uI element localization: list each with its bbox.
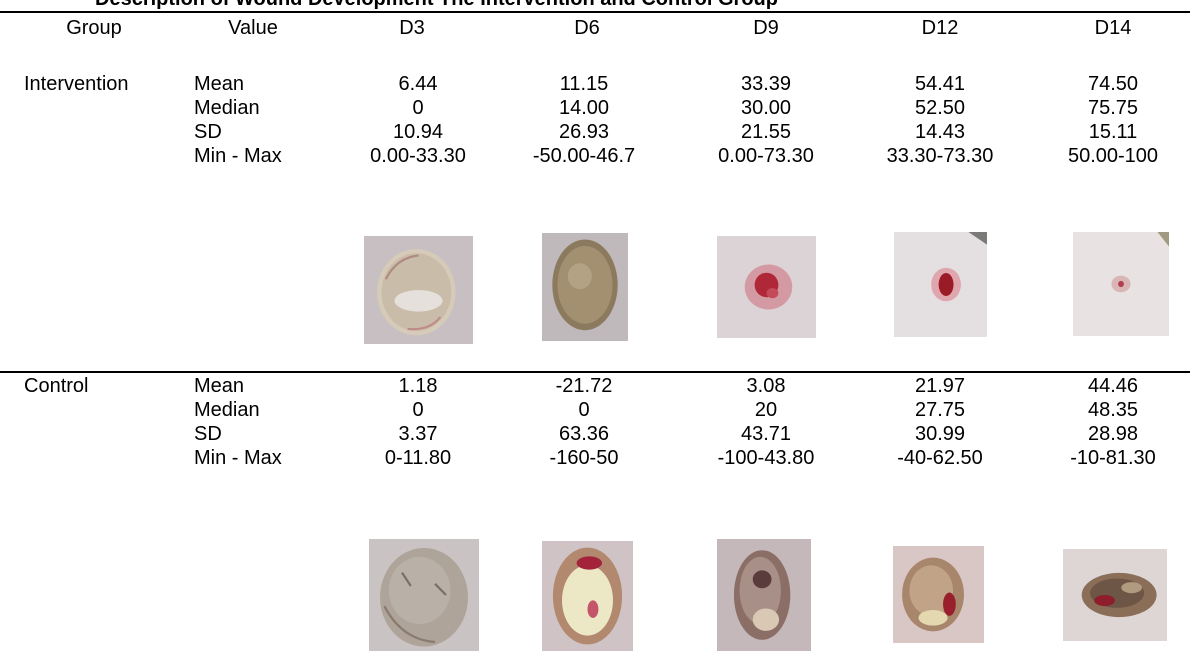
cell-value: 44.46 (1087, 375, 1139, 397)
cell-value: -100-43.80 (717, 447, 815, 469)
row-label: Median (194, 399, 260, 421)
header-d9: D9 (753, 17, 779, 39)
cell-value: 21.97 (914, 375, 966, 397)
cell-value: 20 (754, 399, 778, 421)
row-label: Mean (194, 73, 245, 95)
top-rule (0, 11, 1190, 13)
row-label: Median (194, 97, 260, 119)
row-label: SD (194, 423, 222, 445)
cell-value: 27.75 (914, 399, 966, 421)
row-label: SD (194, 121, 222, 143)
cell-value: 10.94 (392, 121, 444, 143)
wound-photo-control-d14 (1063, 549, 1167, 641)
cell-value: 28.98 (1087, 423, 1139, 445)
cell-value: 15.11 (1088, 121, 1138, 143)
header-d12: D12 (921, 17, 959, 39)
cell-value: -160-50 (549, 447, 619, 469)
cell-value: 0-11.80 (384, 447, 452, 469)
header-d3: D3 (399, 17, 425, 39)
cell-value: 26.93 (558, 121, 610, 143)
header-value: Value (228, 17, 278, 39)
header-d6: D6 (574, 17, 600, 39)
row-label: Min - Max (194, 447, 282, 469)
cell-value: 30.99 (914, 423, 966, 445)
cell-value: 50.00-100 (1067, 145, 1159, 167)
table-title: Description of Wound Development The Int… (95, 0, 778, 11)
wound-photo-control-d9 (717, 539, 811, 651)
group-label-intervention: Intervention (24, 73, 129, 95)
cell-value: 33.30-73.30 (886, 145, 994, 167)
wound-photo-intervention-d9 (717, 236, 816, 338)
wound-photo-intervention-d3 (364, 236, 473, 344)
cell-value: 0.00-33.30 (370, 145, 466, 167)
cell-value: 3.08 (746, 375, 786, 397)
cell-value: 0 (412, 399, 424, 421)
cell-value: 48.35 (1087, 399, 1139, 421)
cell-value: 14.43 (914, 121, 966, 143)
cell-value: 33.39 (740, 73, 792, 95)
group-separator-rule (0, 371, 1190, 373)
wound-photo-intervention-d6 (542, 233, 628, 341)
cell-value: 54.41 (914, 73, 966, 95)
cell-value: 0 (412, 97, 424, 119)
wound-photo-control-d3 (369, 539, 479, 651)
cell-value: 74.50 (1087, 73, 1139, 95)
cell-value: 63.36 (558, 423, 610, 445)
cell-value: 3.37 (398, 423, 438, 445)
cell-value: 30.00 (740, 97, 792, 119)
row-label: Mean (194, 375, 245, 397)
wound-photo-control-d12 (893, 546, 984, 643)
cell-value: 11.15 (559, 73, 609, 95)
cell-value: 75.75 (1087, 97, 1139, 119)
wound-photo-intervention-d12 (894, 232, 987, 337)
cell-value: 14.00 (558, 97, 610, 119)
cell-value: 52.50 (914, 97, 966, 119)
row-label: Min - Max (194, 145, 282, 167)
cell-value: 6.44 (398, 73, 438, 95)
cell-value: -40-62.50 (897, 447, 983, 469)
cell-value: 43.71 (740, 423, 792, 445)
cell-value: -21.72 (555, 375, 613, 397)
group-label-control: Control (24, 375, 89, 397)
cell-value: 0.00-73.30 (718, 145, 814, 167)
cell-value: 1.18 (398, 375, 438, 397)
cell-value: -10-81.30 (1070, 447, 1156, 469)
cell-value: 0 (578, 399, 590, 421)
wound-photo-intervention-d14 (1073, 232, 1169, 336)
header-d14: D14 (1094, 17, 1132, 39)
header-group: Group (66, 17, 122, 39)
cell-value: 21.55 (740, 121, 792, 143)
wound-photo-control-d6 (542, 541, 633, 651)
cell-value: -50.00-46.7 (532, 145, 636, 167)
